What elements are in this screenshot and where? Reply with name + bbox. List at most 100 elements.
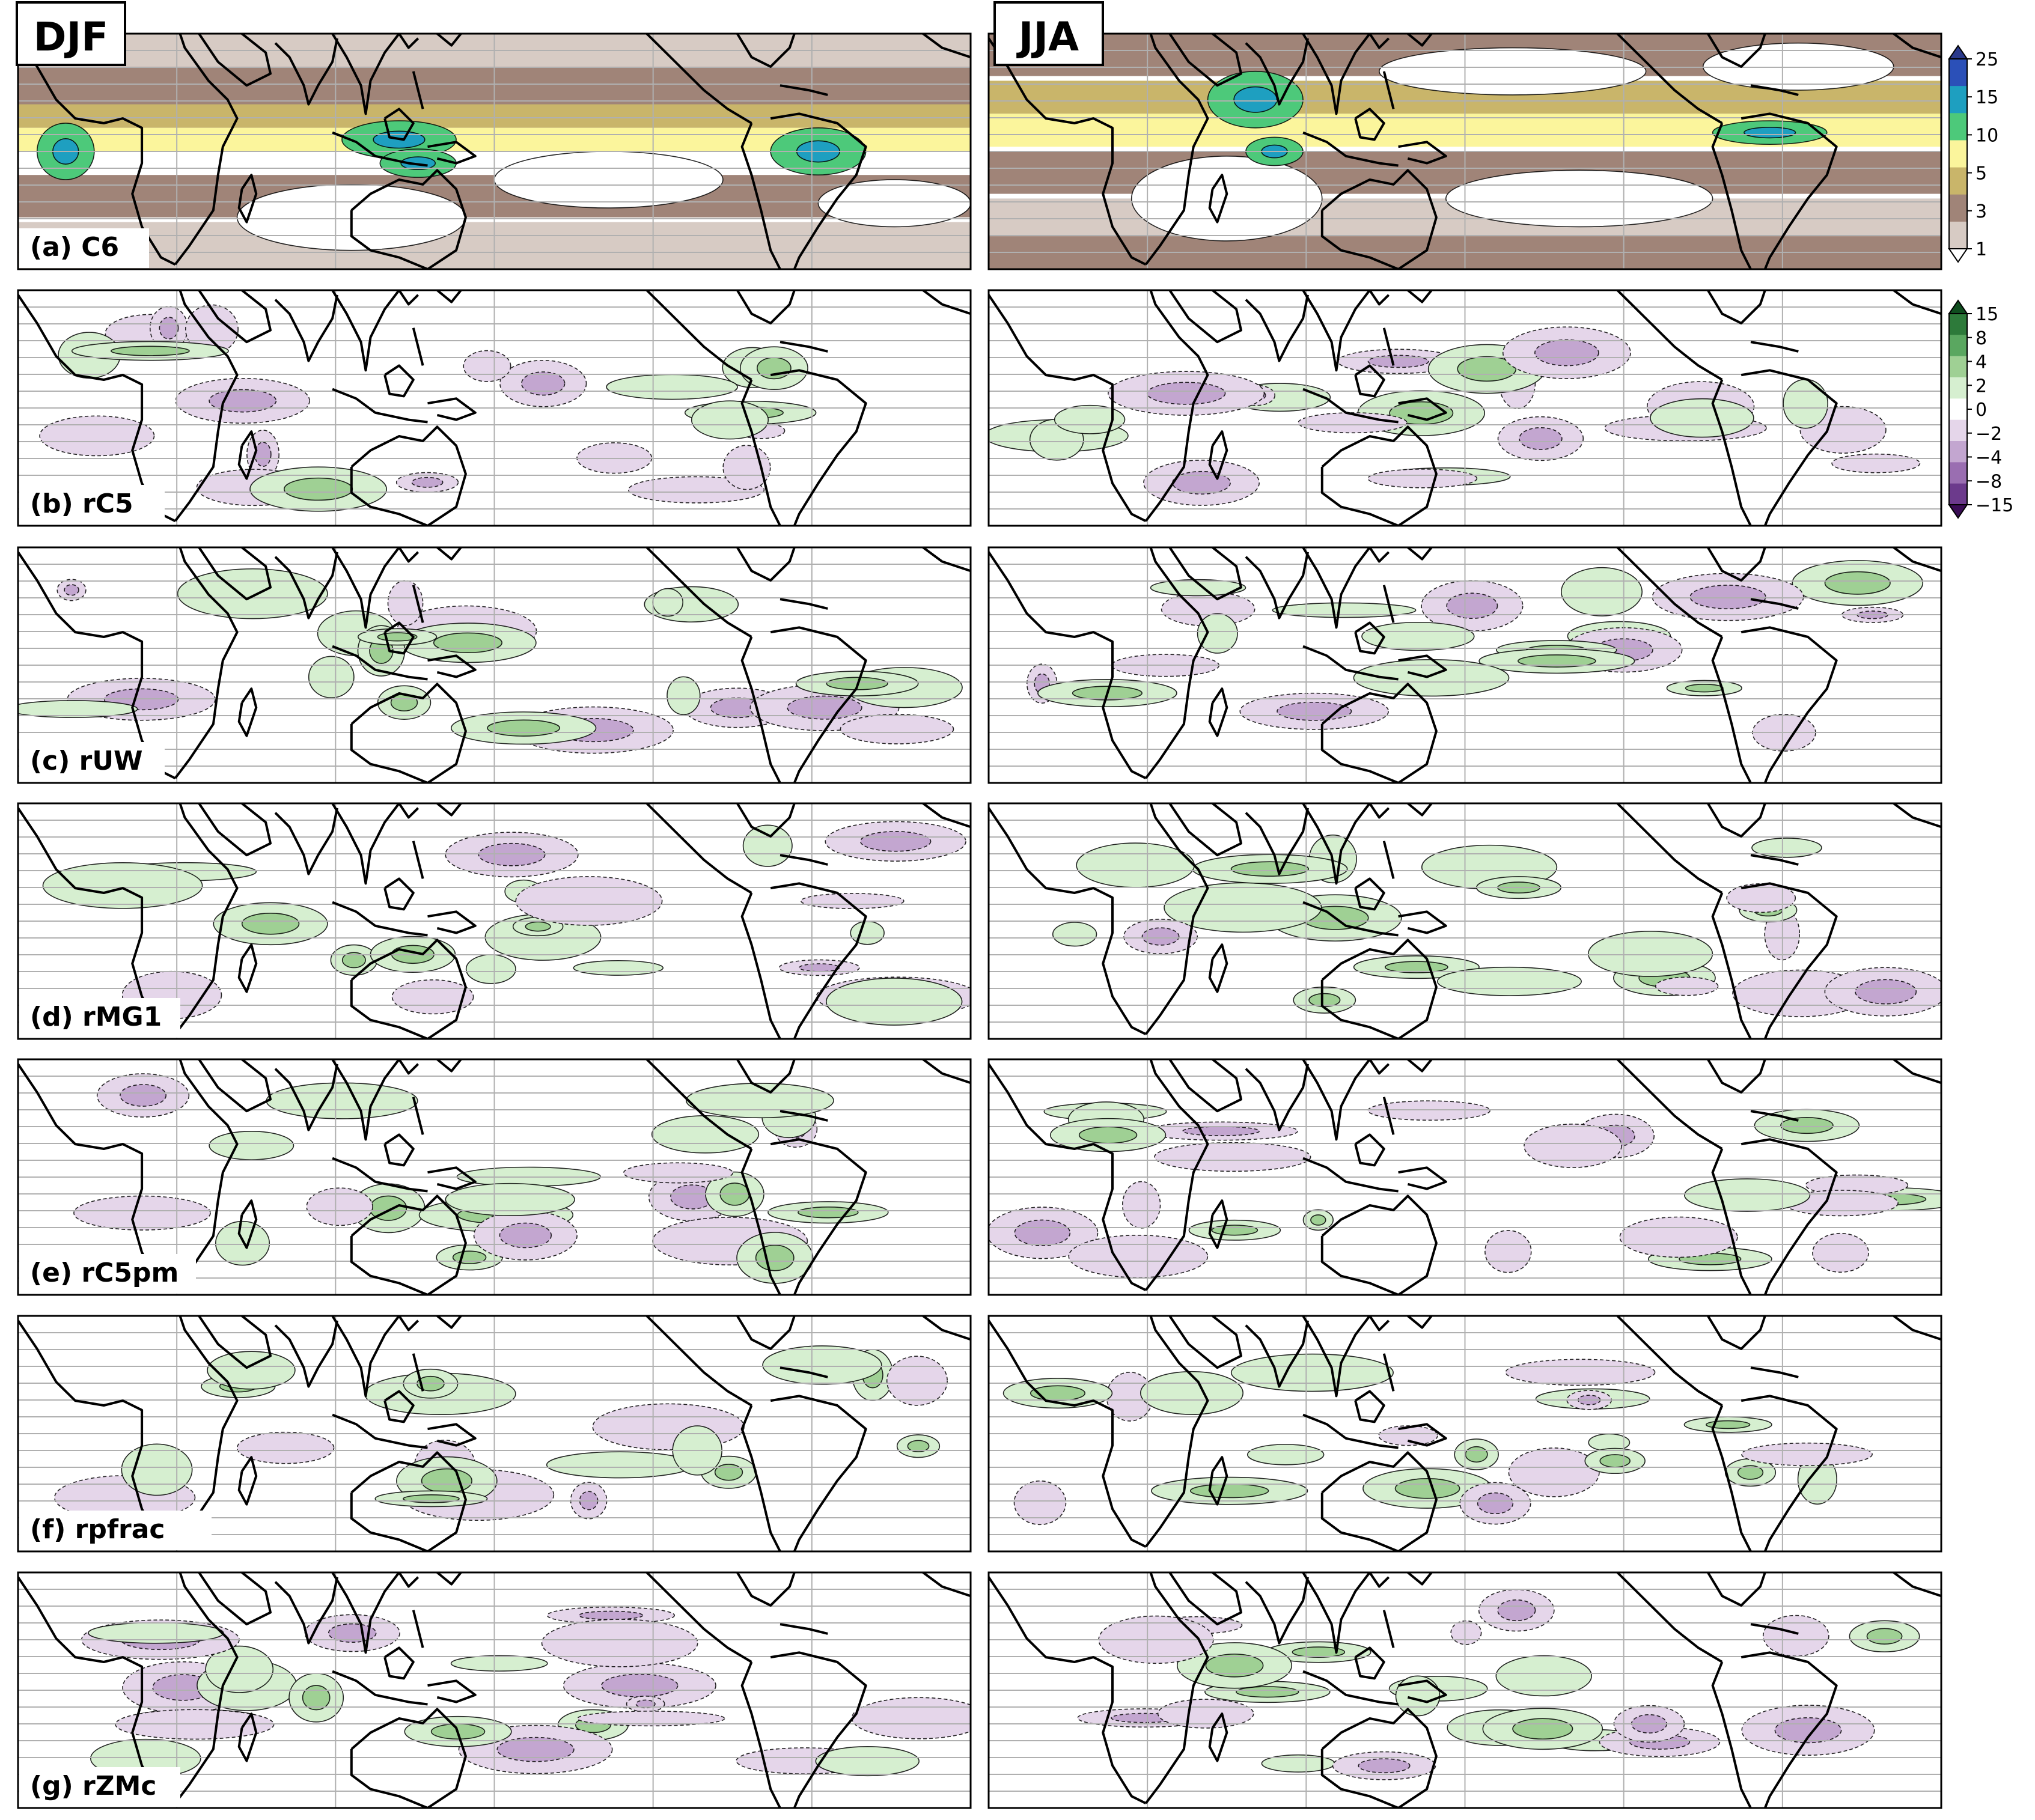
panel-frame (17, 1315, 972, 1553)
panel-label-text: (b) rC5 (30, 488, 133, 519)
positive-anomaly-strong (1866, 1628, 1903, 1645)
precip-max (1744, 127, 1796, 139)
positive-anomaly (1054, 404, 1126, 434)
negative-anomaly (1524, 1124, 1622, 1168)
negative-anomaly-strong (478, 842, 546, 866)
season-title: JJA (993, 1, 1104, 66)
season-title-text: DJF (34, 14, 108, 60)
positive-anomaly (450, 1655, 548, 1672)
positive-anomaly (826, 978, 963, 1026)
negative-anomaly (1619, 1216, 1738, 1258)
positive-anomaly (1560, 567, 1643, 616)
positive-anomaly (1246, 1444, 1325, 1465)
colorbar-swatch (1949, 194, 1967, 222)
positive-anomaly (546, 1451, 694, 1479)
coastlines (18, 1572, 971, 1808)
positive-anomaly-strong (433, 632, 502, 653)
negative-anomaly-strong (859, 831, 932, 852)
positive-anomaly-strong (1465, 1446, 1488, 1463)
colorbar-swatch (1949, 398, 1967, 421)
colorbar-swatch (1949, 314, 1967, 335)
negative-anomaly (886, 1356, 948, 1406)
negative-anomaly (722, 445, 771, 490)
colorbar-absolute: 1 3 5 10 15 25 (1948, 44, 1998, 263)
negative-anomaly-strong (1519, 427, 1563, 450)
positive-anomaly-strong (1211, 1225, 1259, 1236)
negative-anomaly (1013, 1480, 1067, 1526)
negative-anomaly (1367, 469, 1478, 488)
colorbar-tick-label: 5 (1976, 163, 1987, 184)
positive-anomaly-strong (110, 345, 190, 356)
colorbar-tick-label: 15 (1976, 304, 1998, 325)
positive-anomaly (762, 1345, 882, 1385)
negative-anomaly (1154, 1142, 1311, 1172)
positive-anomaly-strong (1457, 356, 1517, 382)
panel-frame (17, 802, 972, 1040)
colorbar-swatch (1949, 335, 1967, 357)
negative-anomaly (1655, 976, 1719, 996)
positive-anomaly (205, 1645, 274, 1693)
dry-zone (1379, 47, 1647, 96)
positive-anomaly (1495, 1655, 1593, 1697)
negative-anomaly-strong (1689, 585, 1766, 609)
negative-anomaly-strong (601, 1673, 679, 1697)
negative-anomaly-strong (578, 1610, 644, 1621)
colorbar-tick-label: −4 (1976, 448, 2002, 469)
positive-anomaly-strong (1030, 1385, 1086, 1401)
positive-anomaly (1230, 1353, 1394, 1392)
colorbar-extend-bottom (1948, 248, 1968, 263)
panel-frame (17, 289, 972, 527)
coastlines (989, 1059, 1941, 1295)
panel-label: (c) rUW (19, 742, 165, 782)
positive-anomaly-strong (1230, 861, 1310, 877)
negative-anomaly (391, 979, 474, 1015)
positive-anomaly-strong (1292, 1646, 1346, 1658)
season-title-text: JJA (1016, 14, 1079, 60)
positive-anomaly (465, 954, 516, 984)
negative-anomaly-strong (496, 1736, 575, 1762)
positive-anomaly (177, 568, 328, 619)
colorbar-extend-top (1948, 44, 1968, 59)
positive-anomaly (685, 1083, 834, 1119)
positive-anomaly-strong (1394, 1478, 1460, 1499)
precip-max (1233, 86, 1278, 113)
colorbar-swatch (1949, 419, 1967, 442)
negative-anomaly (306, 1187, 373, 1226)
negative-anomaly-strong (787, 695, 862, 720)
positive-anomaly-strong (487, 719, 561, 737)
negative-anomaly-strong (1534, 339, 1599, 367)
gridlines (18, 547, 971, 783)
negative-anomaly (1484, 1230, 1532, 1273)
negative-anomaly (1726, 883, 1796, 913)
colorbar-tick-label: −2 (1976, 424, 2002, 445)
positive-anomaly-strong (1308, 993, 1341, 1008)
negative-anomaly (1505, 1359, 1656, 1386)
positive-anomaly (742, 824, 793, 867)
positive-anomaly-strong (1824, 571, 1891, 595)
panel-label-text: (g) rZMc (30, 1771, 157, 1801)
positive-anomaly (266, 1082, 418, 1119)
colorbar-tick-label: 8 (1976, 328, 1987, 349)
panel-frame (17, 1571, 972, 1809)
colorbar-difference: 15 8 4 2 0 −2 −4−8 −15 (1948, 299, 2013, 519)
gridlines (18, 290, 971, 526)
negative-anomaly (236, 1431, 335, 1464)
positive-anomaly-strong (1205, 1654, 1264, 1678)
dry-zone (493, 151, 724, 208)
positive-anomaly (1076, 842, 1195, 888)
panel-frame (17, 546, 972, 784)
positive-anomaly (815, 1745, 920, 1777)
dry-zone (817, 179, 971, 228)
negative-anomaly (1367, 1100, 1491, 1121)
panel-label-text: (c) rUW (30, 746, 143, 776)
map-panel-2-1 (987, 546, 1942, 784)
colorbar-tick-label: −15 (1976, 495, 2013, 516)
positive-anomaly (1140, 1371, 1244, 1415)
negative-anomaly (851, 1697, 971, 1739)
map-panel-6-0: (g) rZMc (17, 1571, 972, 1809)
negative-anomaly-strong (254, 442, 272, 467)
negative-anomaly (1831, 453, 1921, 473)
positive-anomaly (606, 374, 738, 400)
colorbar-tick-label: 15 (1976, 87, 1998, 108)
negative-anomaly (1741, 1442, 1873, 1466)
